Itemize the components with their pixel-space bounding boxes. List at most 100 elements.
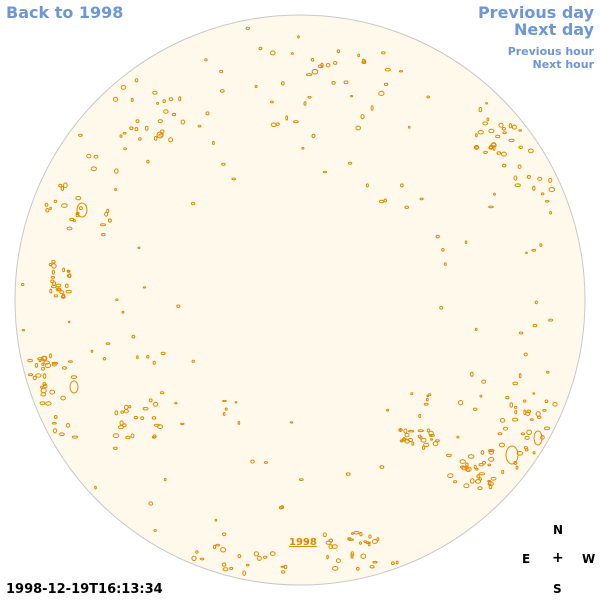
previous-hour-link[interactable]: Previous hour <box>507 45 594 58</box>
contour-speck <box>67 320 71 324</box>
contour-speck <box>190 201 196 206</box>
contour-speck <box>270 50 276 56</box>
contour-speck <box>69 217 75 222</box>
contour-speck <box>67 273 72 279</box>
contour-speck <box>383 198 387 203</box>
contour-speck <box>86 153 92 159</box>
contour-speck <box>475 327 478 331</box>
contour-speck <box>332 566 339 571</box>
contour-speck <box>42 383 48 389</box>
contour-speck <box>117 425 124 430</box>
contour-speck <box>365 183 369 188</box>
contour-speck <box>439 306 444 310</box>
contour-speck <box>142 407 149 411</box>
contour-speck <box>70 375 78 380</box>
contour-speck <box>403 428 408 434</box>
contour-speck <box>93 154 99 159</box>
contour-speck <box>65 283 69 289</box>
contour-speck <box>404 432 410 438</box>
contour-speck <box>426 95 431 99</box>
contour-loop <box>533 430 543 446</box>
next-hour-link[interactable]: Next hour <box>532 58 595 71</box>
contour-speck <box>423 442 430 447</box>
contour-speck <box>482 460 486 465</box>
contour-speck <box>459 459 466 464</box>
contour-speck <box>51 259 56 264</box>
contour-speck <box>399 439 403 443</box>
previous-day-link[interactable]: Previous day <box>477 3 594 22</box>
contour-speck <box>466 467 470 473</box>
contour-speck <box>378 90 385 97</box>
contour-speck <box>293 120 299 124</box>
contour-speck <box>153 529 157 532</box>
contour-speck <box>245 563 250 567</box>
contour-speck <box>43 360 50 365</box>
contour-speck <box>514 183 521 187</box>
contour-speck <box>500 151 507 157</box>
observation-timestamp: 1998-12-19T16:13:34 <box>6 582 163 597</box>
contour-speck <box>90 349 94 353</box>
contour-speck <box>59 432 65 437</box>
contour-speck <box>245 26 251 31</box>
contour-speck <box>115 298 119 302</box>
contour-speck <box>120 410 124 414</box>
contour-speck <box>477 486 483 491</box>
contour-speck <box>367 542 371 547</box>
contour-speck <box>65 289 72 294</box>
contour-speck <box>370 105 374 111</box>
contour-speck <box>178 96 182 102</box>
contour-speck <box>113 446 118 450</box>
contour-speck <box>523 399 527 403</box>
contour-speck <box>49 389 56 395</box>
year-link[interactable]: 1998 <box>289 537 317 548</box>
contour-speck <box>222 399 227 403</box>
contour-speck <box>476 474 480 479</box>
contour-speck <box>469 478 475 484</box>
contour-speck <box>44 202 49 207</box>
contour-speck <box>543 426 551 431</box>
contour-speck <box>176 304 181 308</box>
contour-speck <box>52 428 58 434</box>
contour-speck <box>359 541 362 545</box>
contour-speck <box>487 463 492 467</box>
contour-speck <box>512 381 519 386</box>
contour-speck <box>345 472 351 476</box>
contour-speck <box>516 451 524 456</box>
contour-speck <box>357 53 361 58</box>
contour-speck <box>298 478 304 482</box>
contour-speck <box>480 450 485 455</box>
contour-speck <box>544 200 550 203</box>
contour-speck <box>66 226 73 231</box>
back-to-year-link[interactable]: Back to 1998 <box>6 3 124 22</box>
contour-speck <box>351 532 354 535</box>
contour-speck <box>275 122 280 126</box>
contour-speck <box>301 147 305 150</box>
contour-speck <box>45 401 52 406</box>
contour-speck <box>465 462 469 467</box>
contour-speck <box>453 480 458 484</box>
contour-speck <box>470 371 474 377</box>
contour-speck <box>333 60 338 65</box>
contour-speck <box>443 262 447 266</box>
next-day-link[interactable]: Next day <box>514 20 594 39</box>
contour-speck <box>384 68 391 72</box>
contour-speck <box>134 127 139 132</box>
contour-speck <box>60 395 66 401</box>
contour-speck <box>168 137 174 143</box>
contour-speck <box>39 401 46 406</box>
contour-speck <box>269 551 276 556</box>
contour-speck <box>525 251 528 255</box>
contour-speck <box>502 163 507 168</box>
contour-speck <box>280 505 285 510</box>
contour-speck <box>365 541 371 545</box>
contour-speck <box>41 366 46 371</box>
contour-speck <box>162 99 166 104</box>
contour-speck <box>395 560 399 565</box>
contour-speck <box>101 233 106 237</box>
contour-speck <box>488 128 495 134</box>
contour-speck <box>531 248 537 252</box>
contour-speck <box>40 387 47 394</box>
contour-speck <box>222 567 229 572</box>
contour-speck <box>140 416 145 421</box>
contour-speck <box>144 125 149 131</box>
